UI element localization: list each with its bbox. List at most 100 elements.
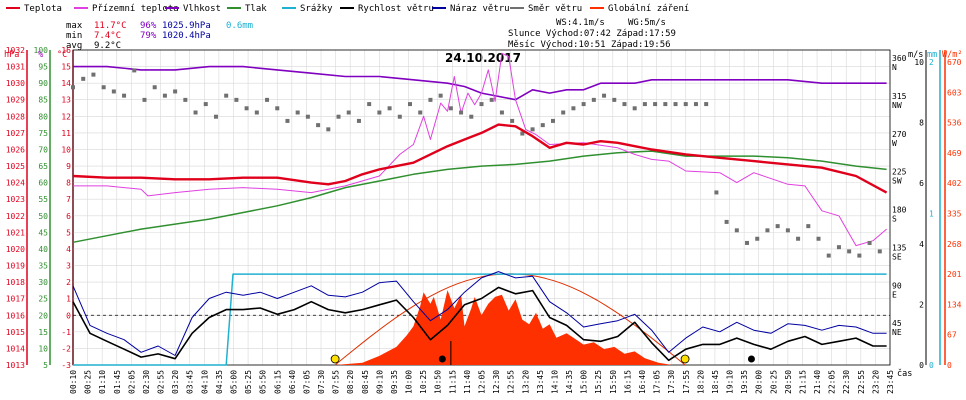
tick-hpa: 1030 [6, 79, 25, 88]
tick-time: 17:30 [667, 370, 676, 394]
wind-dir-dot [612, 97, 617, 102]
rain-line [73, 273, 887, 366]
tick-time: 23:20 [871, 370, 880, 394]
tick-time: 00:10 [69, 370, 78, 394]
wind-dir-dot [683, 102, 688, 107]
tick-pct: 25 [38, 295, 48, 304]
tick-dir-name: NW [892, 101, 902, 110]
wind-dir-dot [796, 236, 801, 241]
tick-time: 15:00 [580, 370, 589, 394]
tick-wm2: 670 [947, 58, 962, 67]
tick-dir-name: W [892, 139, 897, 148]
tick-hpa: 1028 [6, 112, 25, 121]
tick-time: 19:35 [740, 370, 749, 394]
unit-mm: mm [927, 50, 937, 60]
sunset-marker [680, 354, 690, 364]
info-gust: WG:5m/s [628, 18, 666, 28]
tick-time: 10:50 [434, 370, 443, 394]
tick-time: 01:10 [98, 370, 107, 394]
tick-dir: 135 [892, 243, 907, 252]
tick-time: 06:15 [273, 370, 282, 394]
tick-time: 14:10 [550, 370, 559, 394]
tick-time: 04:10 [200, 370, 209, 394]
tick-hpa: 1018 [6, 278, 25, 287]
tick-pct: 55 [38, 195, 48, 204]
tick-time: 21:15 [798, 370, 807, 394]
tick-pct: 15 [38, 328, 48, 337]
wind-dir-dot [550, 118, 555, 123]
tick-c: -2 [61, 344, 71, 353]
wind-dir-dot [234, 97, 239, 102]
tick-c: 2 [66, 278, 71, 287]
tick-wm2: 603 [947, 88, 962, 97]
tick-hpa: 1025 [6, 162, 25, 171]
tick-hpa: 1031 [6, 63, 25, 72]
tick-hpa: 1013 [6, 361, 25, 370]
tick-hpa: 1024 [6, 179, 25, 188]
tick-dir: 270 [892, 130, 907, 139]
tick-dir: 315 [892, 92, 907, 101]
wind-dir-dot [397, 114, 402, 119]
tick-dir-name: SW [892, 177, 902, 186]
tick-time: 02:55 [157, 370, 166, 394]
unit-time: čas [897, 368, 912, 379]
unit-hpa: hPa [4, 50, 19, 60]
tick-time: 06:40 [288, 370, 297, 394]
wind-dir-dot [632, 106, 637, 111]
tick-time: 16:15 [623, 370, 632, 394]
tick-dir: 225 [892, 168, 907, 177]
wind-dir-dot [326, 127, 331, 132]
unit-ms: m/s [908, 50, 923, 60]
tick-time: 22:05 [828, 370, 837, 394]
tick-dir: 180 [892, 206, 907, 215]
tick-pct: 45 [38, 228, 48, 237]
wind-dir-dot [173, 89, 178, 94]
wind-dir-dot [213, 114, 218, 119]
tick-dir-name: N [892, 63, 897, 72]
wind-dir-dot [101, 85, 106, 90]
tick-time: 05:25 [244, 370, 253, 394]
legend: Teplota Přízemní teplota Vlhkost Tlak Srážky… [6, 4, 689, 14]
tick-time: 20:00 [755, 370, 764, 394]
wind-dir-dot [152, 85, 157, 90]
wind-dir-dot [336, 114, 341, 119]
stat-min-temp: 7.4°C [94, 31, 121, 41]
tick-time: 21:40 [813, 370, 822, 394]
tick-dir: 90 [892, 281, 902, 290]
tick-c: 3 [66, 262, 71, 271]
tick-time: 09:10 [375, 370, 384, 394]
wind-dir-dot [642, 102, 647, 107]
legend-label: Přízemní teplota [92, 4, 179, 14]
wind-dir-dot [479, 102, 484, 107]
tick-time: 22:30 [842, 370, 851, 394]
tick-hpa: 1019 [6, 262, 25, 271]
wind-dir-dot [693, 102, 698, 107]
tick-ms: 6 [919, 179, 924, 188]
wind-dir-dot [806, 224, 811, 229]
wind-dir-dot [193, 110, 198, 115]
wind-dir-dot [377, 110, 382, 115]
tick-c: 5 [66, 228, 71, 237]
tick-time: 05:50 [259, 370, 268, 394]
pressure-line [72, 150, 887, 244]
legend-label: Vlhkost [183, 4, 221, 14]
stat-rain: 0.6mm [226, 21, 253, 31]
tick-wm2: 536 [947, 119, 962, 128]
tick-time: 14:35 [565, 370, 574, 394]
tick-hpa: 1022 [6, 212, 25, 221]
stats-block: max 11.7°C 96% 1025.9hPa 0.6mm min 7.4°C… [66, 21, 253, 51]
wind-dir-dot [316, 123, 321, 128]
tick-time: 02:30 [142, 370, 151, 394]
wind-dir-dot [785, 228, 790, 233]
info-wind: WS:4.1m/s [556, 18, 605, 28]
wind-dir-dot [826, 253, 831, 258]
wind-dir-dot [408, 102, 413, 107]
wind-dir-dot [571, 106, 576, 111]
tick-time: 03:20 [171, 370, 180, 394]
wind-dir-dot [183, 97, 188, 102]
tick-hpa: 1027 [6, 129, 25, 138]
wind-dir-dot [847, 249, 852, 254]
wind-dir-dot [510, 118, 515, 123]
tick-hpa: 1023 [6, 195, 25, 204]
